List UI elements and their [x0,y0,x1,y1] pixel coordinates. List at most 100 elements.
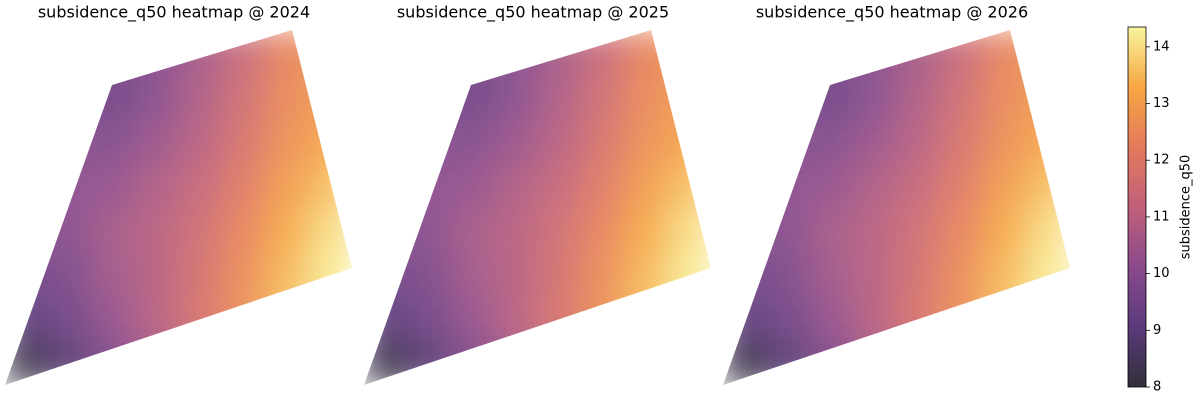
heatmap-cell [580,118,625,164]
heatmap-cell [537,207,582,253]
heatmap-cell [265,163,310,209]
heatmap-cell [667,340,711,385]
heatmap-cell [494,163,539,209]
heatmap-cell [766,74,811,120]
heatmap-cell [853,118,898,164]
heatmap-cell [723,74,767,120]
heatmap-cell [766,163,811,209]
heatmap-cell [983,163,1028,209]
panel-title: subsidence_q50 heatmap @ 2025 [397,3,669,23]
heatmap-cell [308,251,352,297]
heatmap-cell [308,296,352,342]
heatmap-cell [265,74,310,120]
heatmap-cell [407,163,452,209]
heatmap-cell [407,251,452,297]
heatmap-cell [178,296,223,342]
heatmap-cell [939,207,984,253]
heatmap-cell [580,207,625,253]
heatmap-cell [178,118,223,164]
heatmap-cell [896,118,941,164]
heatmap-cell [624,74,669,120]
heatmap-cell [1026,163,1070,209]
heatmap-cell [178,340,223,385]
heatmap-cell [265,30,310,75]
colorbar-tick-label: 11 [1153,209,1170,224]
heatmap-cell [667,163,711,209]
heatmap-cell [48,74,93,120]
heatmap-cell [91,118,136,164]
heatmap-cell [853,340,898,385]
heatmap-cell [5,207,49,253]
heatmap-cell [5,296,49,342]
heatmap-cell [766,207,811,253]
heatmap-cell [48,296,93,342]
heatmap-cell [135,207,180,253]
heatmap-cell [624,30,669,75]
heatmap-cell [450,296,495,342]
heatmap-cell [450,74,495,120]
heatmap-cell [624,207,669,253]
heatmap-cell [221,74,266,120]
heatmap-cell [450,251,495,297]
heatmap-cell [91,74,136,120]
colorbar-tick-label: 10 [1153,266,1170,281]
heatmap-cell [407,74,452,120]
heatmap-cell [809,251,854,297]
colorbar-tick-label: 12 [1153,153,1170,168]
heatmap-cell [853,30,898,75]
heatmap-cell [364,251,408,297]
heatmap-cell [407,118,452,164]
panel-title: subsidence_q50 heatmap @ 2024 [38,3,310,23]
heatmap-cell [407,207,452,253]
heatmap-cell [135,74,180,120]
heatmap-cell [5,118,49,164]
heatmap-cell [5,30,49,75]
heatmap-cell [537,340,582,385]
heatmap-cell [809,30,854,75]
heatmap-cell [896,163,941,209]
heatmap-cell [983,207,1028,253]
heatmap-cell [983,74,1028,120]
heatmap-cell [853,163,898,209]
heatmap-cell [723,251,767,297]
heatmap-cell [667,30,711,75]
heatmap-cell [221,251,266,297]
heatmap-cell [178,251,223,297]
heatmap-cell [896,296,941,342]
heatmap-cell [896,340,941,385]
heatmap-cell [494,207,539,253]
heatmap-cell [624,340,669,385]
heatmap-cell [407,30,452,75]
heatmap-cell [809,296,854,342]
heatmap-cell [1026,340,1070,385]
heatmap-cell [48,207,93,253]
heatmap-cell [494,74,539,120]
heatmap-cell [308,118,352,164]
heatmap-cell [1026,296,1070,342]
heatmap-cell [580,30,625,75]
heatmap-cell [135,340,180,385]
heatmap-cell [580,163,625,209]
heatmap-cell [809,163,854,209]
heatmap-cell [221,163,266,209]
heatmap-cell [537,251,582,297]
heatmap-cell [265,296,310,342]
heatmap-cell [265,251,310,297]
heatmap-cell [667,74,711,120]
heatmap-cell [983,251,1028,297]
heatmap-cell [221,118,266,164]
heatmap-cell [364,163,408,209]
heatmap-cell [723,340,767,385]
heatmap-cell [809,207,854,253]
heatmap-cell [983,30,1028,75]
heatmap-cell [580,340,625,385]
heatmap-cell [939,296,984,342]
heatmap-cell [809,118,854,164]
heatmap-cell [308,74,352,120]
heatmap-cell [48,163,93,209]
heatmap-cell [766,296,811,342]
heatmap-cell [983,296,1028,342]
heatmap-cell [939,118,984,164]
heatmap-cell [48,118,93,164]
heatmap-cell [766,251,811,297]
